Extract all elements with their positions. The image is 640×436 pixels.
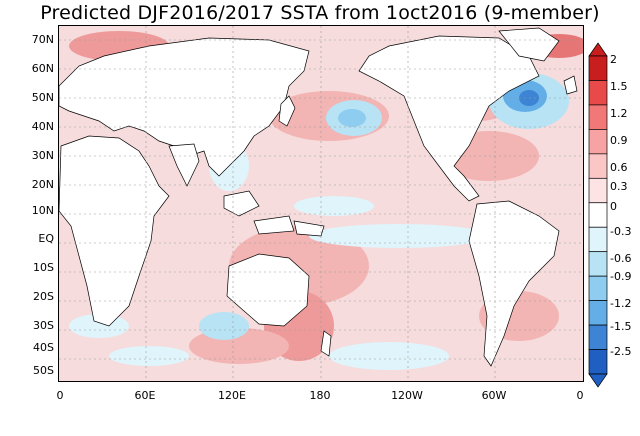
lat-label-60n: 60N [31, 62, 54, 75]
lon-label-120w: 120W [391, 389, 423, 402]
colorbar-label-0-9: 0.9 [610, 134, 628, 147]
colorbar-label-1-2: 1.2 [610, 107, 628, 120]
lat-label-eq: EQ [38, 232, 54, 245]
colorbar [588, 42, 608, 388]
graticule [59, 26, 583, 381]
lat-label-30n: 30N [31, 149, 54, 162]
colorbar-swatch [588, 349, 608, 375]
sst-anomaly-map [58, 25, 584, 382]
colorbar-swatch [588, 153, 608, 179]
map-title: Predicted DJF2016/2017 SSTA from 1oct201… [40, 2, 600, 24]
colorbar-bottom-arrow [588, 373, 608, 388]
colorbar-swatch [588, 129, 608, 155]
colorbar-swatch [588, 226, 608, 253]
lat-label-40s: 40S [33, 341, 54, 354]
colorbar-label-0: 0 [610, 200, 617, 213]
lat-label-70n: 70N [31, 33, 54, 46]
colorbar-label-0-3: 0.3 [610, 180, 628, 193]
colorbar-label-0-6: 0.6 [610, 161, 628, 174]
colorbar-top-arrow [588, 42, 608, 57]
colorbar-label-m0-3: -0.3 [610, 225, 632, 238]
lon-label-0: 0 [56, 389, 64, 402]
continents [59, 27, 578, 367]
lat-label-20s: 20S [33, 290, 54, 303]
lat-label-10n: 10N [31, 204, 54, 217]
colorbar-label-m0-6: -0.6 [610, 252, 632, 265]
lat-label-10s: 10S [33, 261, 54, 274]
lat-label-40n: 40N [31, 120, 54, 133]
colorbar-swatch [588, 324, 608, 350]
colorbar-label-m0-9: -0.9 [610, 270, 632, 283]
colorbar-swatch [588, 80, 608, 106]
colorbar-swatch [588, 104, 608, 130]
colorbar-swatch [588, 177, 608, 204]
lat-label-30s: 30S [33, 319, 54, 332]
lat-label-20n: 20N [31, 178, 54, 191]
colorbar-label-m2-5: -2.5 [610, 345, 632, 358]
lat-label-50n: 50N [31, 91, 54, 104]
colorbar-label-2: 2 [610, 53, 617, 66]
colorbar-swatch [588, 251, 608, 277]
lon-label-180: 180 [309, 389, 331, 402]
lon-label-60e: 60E [134, 389, 156, 402]
lat-label-50s: 50S [33, 364, 54, 377]
colorbar-label-m1-2: -1.2 [610, 297, 632, 310]
colorbar-label-1-5: 1.5 [610, 80, 628, 93]
lon-label-120e: 120E [218, 389, 246, 402]
colorbar-label-m1-5: -1.5 [610, 320, 632, 333]
colorbar-swatch [588, 55, 608, 81]
lon-label-60w: 60W [481, 389, 507, 402]
colorbar-swatch [588, 300, 608, 326]
colorbar-swatch [588, 275, 608, 301]
colorbar-swatch [588, 202, 608, 228]
lon-label-0-east: 0 [576, 389, 584, 402]
